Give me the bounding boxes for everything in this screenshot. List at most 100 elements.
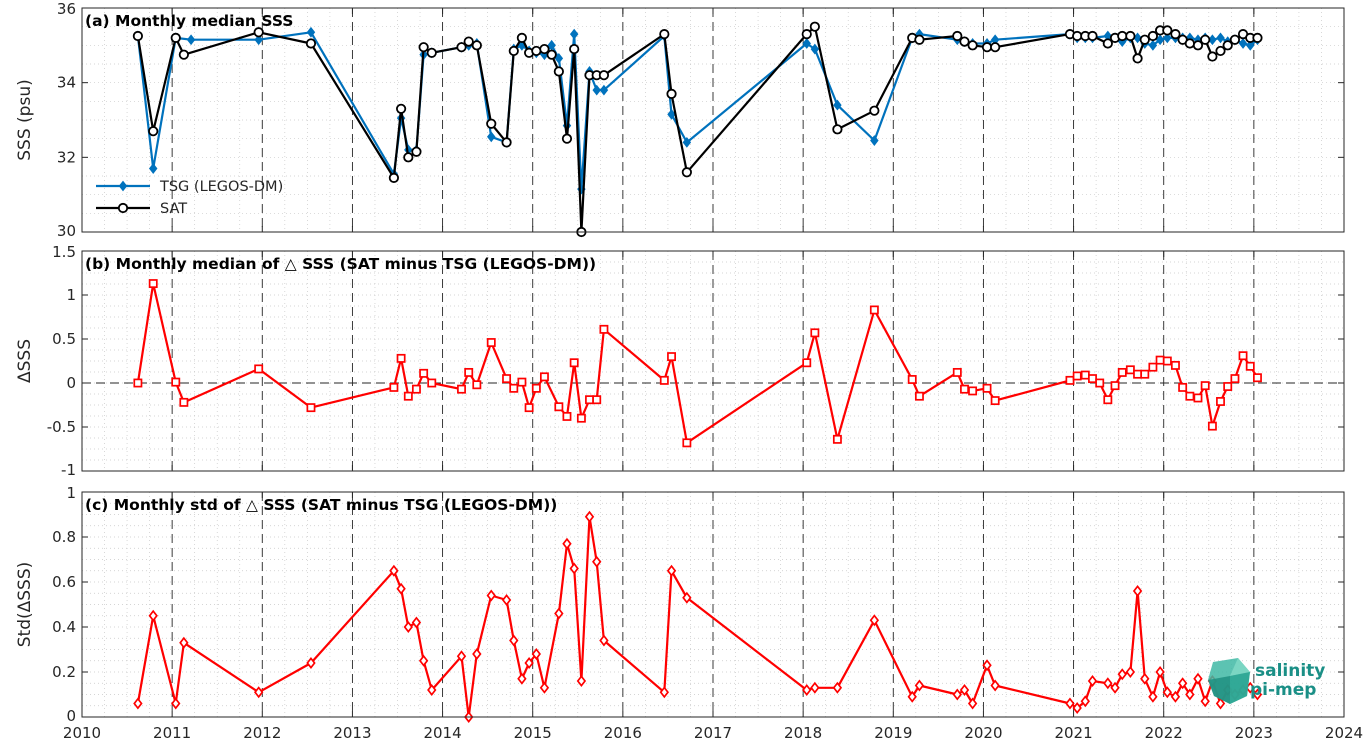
panel-title: (b) Monthly median of △ SSS (SAT minus T… <box>85 255 596 273</box>
data-point <box>389 564 399 577</box>
data-point <box>1170 360 1180 370</box>
data-point <box>486 118 497 129</box>
data-point <box>967 40 978 51</box>
data-point <box>1140 672 1150 685</box>
panel-a: 30 32 34 36 SSS (psu) (a) Monthly median SSS T… <box>15 0 1345 240</box>
data-point <box>1192 40 1204 51</box>
data-point <box>959 36 970 47</box>
data-point <box>186 34 196 46</box>
legend: TSG (LEGOS-DM) SAT <box>96 179 283 217</box>
y-tick-label: 34 <box>57 74 76 92</box>
data-point <box>254 686 264 699</box>
data-point <box>411 384 421 394</box>
data-point <box>1095 378 1105 388</box>
data-point <box>148 609 158 622</box>
data-point <box>569 562 579 575</box>
data-point <box>148 163 158 174</box>
data-point <box>487 131 496 143</box>
data-point <box>472 648 482 660</box>
y-tick-label: 1.5 <box>52 243 76 261</box>
y-axis-label: SSS (psu) <box>15 79 35 160</box>
data-point <box>1088 374 1097 384</box>
data-point <box>667 352 676 362</box>
axes-frame <box>81 7 1345 233</box>
data-point <box>501 137 512 148</box>
data-point <box>531 45 542 57</box>
x-tick-label: 2024 <box>1325 724 1363 742</box>
data-point <box>1148 39 1158 51</box>
chart-panels: 30 32 34 36 SSS (psu) (a) Monthly median SSS T… <box>15 0 1363 742</box>
data-point <box>914 34 925 45</box>
data-point <box>179 636 189 649</box>
panel-b: -1 -0.5 0 0.5 1 1.5 ΔSSS (b) Monthly median of … <box>15 243 1345 479</box>
data-point <box>666 88 677 99</box>
data-point <box>178 49 189 60</box>
data-point <box>810 43 820 55</box>
data-point <box>1103 395 1113 405</box>
data-point <box>576 675 587 687</box>
y-tick-label: 36 <box>57 0 76 18</box>
data-point <box>403 152 414 163</box>
data-point <box>418 42 429 53</box>
data-point <box>171 377 181 387</box>
legend-label: SAT <box>160 201 187 217</box>
data-point <box>810 328 820 338</box>
data-point <box>832 681 843 694</box>
series-line <box>136 515 1259 719</box>
minor-grid <box>82 492 1344 717</box>
data-point <box>132 30 143 42</box>
data-point <box>1185 688 1195 701</box>
data-point <box>1216 397 1225 406</box>
data-point <box>810 681 820 694</box>
data-point <box>531 648 541 660</box>
x-tick-label: 2012 <box>243 724 281 742</box>
x-tick-label: 2010 <box>63 724 101 742</box>
data-point <box>148 279 158 289</box>
data-point <box>1102 38 1113 49</box>
data-point <box>411 616 422 629</box>
data-point <box>952 367 962 377</box>
data-point <box>599 634 609 647</box>
data-point <box>1147 30 1158 42</box>
data-point <box>1238 38 1248 49</box>
x-tick-label: 2016 <box>604 724 642 742</box>
data-point <box>592 555 602 568</box>
data-point <box>539 372 549 382</box>
series-1 <box>133 279 1262 448</box>
data-point <box>1148 690 1158 703</box>
x-tick-label: 2019 <box>874 724 912 742</box>
data-point <box>990 42 1001 53</box>
data-point <box>1132 53 1143 64</box>
data-point <box>907 690 917 703</box>
data-point <box>968 386 978 396</box>
data-point <box>1238 351 1248 361</box>
data-point <box>599 324 609 334</box>
data-point <box>471 40 482 51</box>
data-point <box>833 99 842 111</box>
data-point <box>486 338 496 347</box>
data-point <box>659 29 670 40</box>
data-point <box>456 650 467 663</box>
panel-title: (a) Monthly median SSS <box>85 12 293 30</box>
data-point <box>990 679 1000 692</box>
data-point <box>1207 421 1217 431</box>
data-point <box>585 395 594 405</box>
logo-line1: salinity <box>1255 661 1325 681</box>
data-point <box>508 45 519 57</box>
data-point <box>554 402 564 412</box>
data-point <box>517 672 527 685</box>
data-point <box>254 34 263 46</box>
y-tick-label: 30 <box>57 222 76 240</box>
data-point <box>1230 374 1240 384</box>
data-point <box>1072 702 1082 714</box>
legend-label: TSG (LEGOS-DM) <box>159 179 283 195</box>
minor-grid <box>82 251 1344 471</box>
data-point <box>509 634 519 647</box>
data-point <box>306 26 316 38</box>
data-point <box>1200 695 1210 708</box>
data-point <box>1125 365 1135 375</box>
logo-line2: pi-mep <box>1250 680 1316 700</box>
data-point <box>1132 585 1143 597</box>
data-point <box>1253 373 1262 383</box>
data-point <box>254 364 264 374</box>
